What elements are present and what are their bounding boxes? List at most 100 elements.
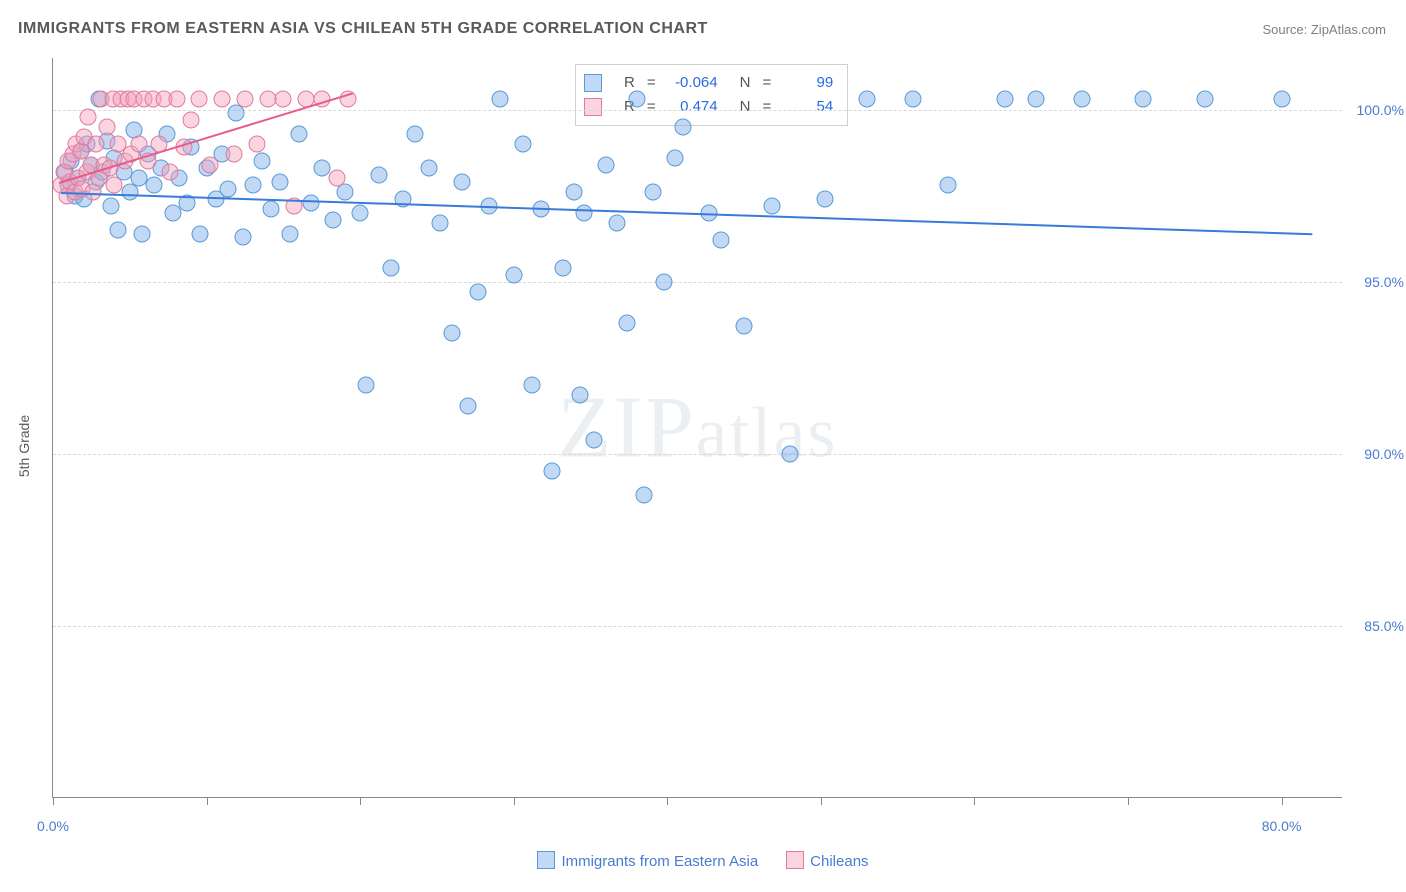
data-point-blue	[244, 177, 261, 194]
data-point-pink	[131, 136, 148, 153]
legend-label-pink: Chileans	[810, 853, 868, 870]
stats-R-blue: -0.064	[668, 71, 718, 95]
x-tick	[1128, 797, 1129, 805]
stats-row-blue: R = -0.064 N = 99	[584, 71, 833, 95]
chart-title: IMMIGRANTS FROM EASTERN ASIA VS CHILEAN …	[18, 20, 708, 38]
source-prefix: Source:	[1262, 22, 1310, 37]
data-point-blue	[817, 191, 834, 208]
source-link[interactable]: ZipAtlas.com	[1311, 22, 1386, 37]
data-point-pink	[183, 111, 200, 128]
x-tick	[974, 797, 975, 805]
legend-label-blue: Immigrants from Eastern Asia	[561, 853, 758, 870]
legend-item-pink: Chileans	[786, 851, 868, 870]
scatter-plot-area: ZIPatlas R = -0.064 N = 99 R = 0.474 N =…	[52, 58, 1342, 798]
x-tick	[360, 797, 361, 805]
gridline-h	[53, 626, 1342, 627]
stats-swatch-pink	[584, 98, 602, 116]
data-point-pink	[98, 118, 115, 135]
data-point-blue	[997, 91, 1014, 108]
data-point-pink	[106, 177, 123, 194]
x-tick	[821, 797, 822, 805]
correlation-stats-box: R = -0.064 N = 99 R = 0.474 N = 54	[575, 64, 848, 126]
data-point-blue	[358, 376, 375, 393]
data-point-blue	[220, 180, 237, 197]
legend-item-blue: Immigrants from Eastern Asia	[537, 851, 758, 870]
data-point-pink	[329, 170, 346, 187]
source-attribution: Source: ZipAtlas.com	[1262, 22, 1386, 37]
stats-N-pink: 54	[783, 95, 833, 119]
stats-eq: =	[647, 71, 656, 95]
data-point-pink	[201, 156, 218, 173]
legend-swatch-pink	[786, 851, 804, 869]
data-point-blue	[407, 125, 424, 142]
data-point-pink	[80, 108, 97, 125]
gridline-h	[53, 454, 1342, 455]
data-point-blue	[505, 266, 522, 283]
data-point-blue	[940, 177, 957, 194]
stats-N-label: N	[740, 95, 751, 119]
data-point-blue	[674, 118, 691, 135]
data-point-blue	[1273, 91, 1290, 108]
data-point-blue	[713, 232, 730, 249]
data-point-blue	[263, 201, 280, 218]
data-point-blue	[571, 387, 588, 404]
data-point-blue	[763, 198, 780, 215]
data-point-blue	[524, 376, 541, 393]
data-point-blue	[313, 160, 330, 177]
data-point-blue	[303, 194, 320, 211]
data-point-blue	[619, 315, 636, 332]
data-point-blue	[1073, 91, 1090, 108]
data-point-blue	[736, 318, 753, 335]
watermark-text: ZIPatlas	[558, 377, 838, 478]
data-point-blue	[858, 91, 875, 108]
stats-eq: =	[647, 95, 656, 119]
data-point-pink	[161, 163, 178, 180]
data-point-blue	[1135, 91, 1152, 108]
data-point-blue	[585, 432, 602, 449]
data-point-blue	[272, 173, 289, 190]
data-point-blue	[382, 259, 399, 276]
gridline-h	[53, 282, 1342, 283]
data-point-blue	[453, 173, 470, 190]
data-point-pink	[213, 91, 230, 108]
stats-swatch-blue	[584, 74, 602, 92]
data-point-blue	[514, 136, 531, 153]
data-point-blue	[470, 284, 487, 301]
data-point-blue	[192, 225, 209, 242]
data-point-blue	[103, 198, 120, 215]
data-point-blue	[656, 273, 673, 290]
data-point-blue	[134, 225, 151, 242]
data-point-pink	[226, 146, 243, 163]
stats-eq: =	[762, 71, 771, 95]
y-tick-label: 85.0%	[1349, 618, 1404, 634]
data-point-blue	[608, 215, 625, 232]
x-tick-label: 80.0%	[1262, 818, 1302, 834]
data-point-blue	[370, 167, 387, 184]
y-tick-label: 100.0%	[1349, 102, 1404, 118]
data-point-blue	[782, 445, 799, 462]
data-point-blue	[905, 91, 922, 108]
data-point-blue	[324, 211, 341, 228]
data-point-blue	[444, 325, 461, 342]
data-point-blue	[554, 259, 571, 276]
data-point-blue	[636, 487, 653, 504]
x-tick	[207, 797, 208, 805]
stats-R-pink: 0.474	[668, 95, 718, 119]
data-point-blue	[432, 215, 449, 232]
data-point-blue	[491, 91, 508, 108]
data-point-blue	[290, 125, 307, 142]
data-point-blue	[1196, 91, 1213, 108]
y-axis-label: 5th Grade	[16, 415, 32, 477]
gridline-h	[53, 110, 1342, 111]
data-point-blue	[628, 91, 645, 108]
data-point-blue	[565, 184, 582, 201]
data-point-pink	[249, 136, 266, 153]
data-point-blue	[459, 397, 476, 414]
data-point-pink	[190, 91, 207, 108]
x-tick	[1282, 797, 1283, 805]
data-point-blue	[421, 160, 438, 177]
data-point-blue	[645, 184, 662, 201]
data-point-blue	[597, 156, 614, 173]
data-point-blue	[1027, 91, 1044, 108]
data-point-blue	[352, 204, 369, 221]
